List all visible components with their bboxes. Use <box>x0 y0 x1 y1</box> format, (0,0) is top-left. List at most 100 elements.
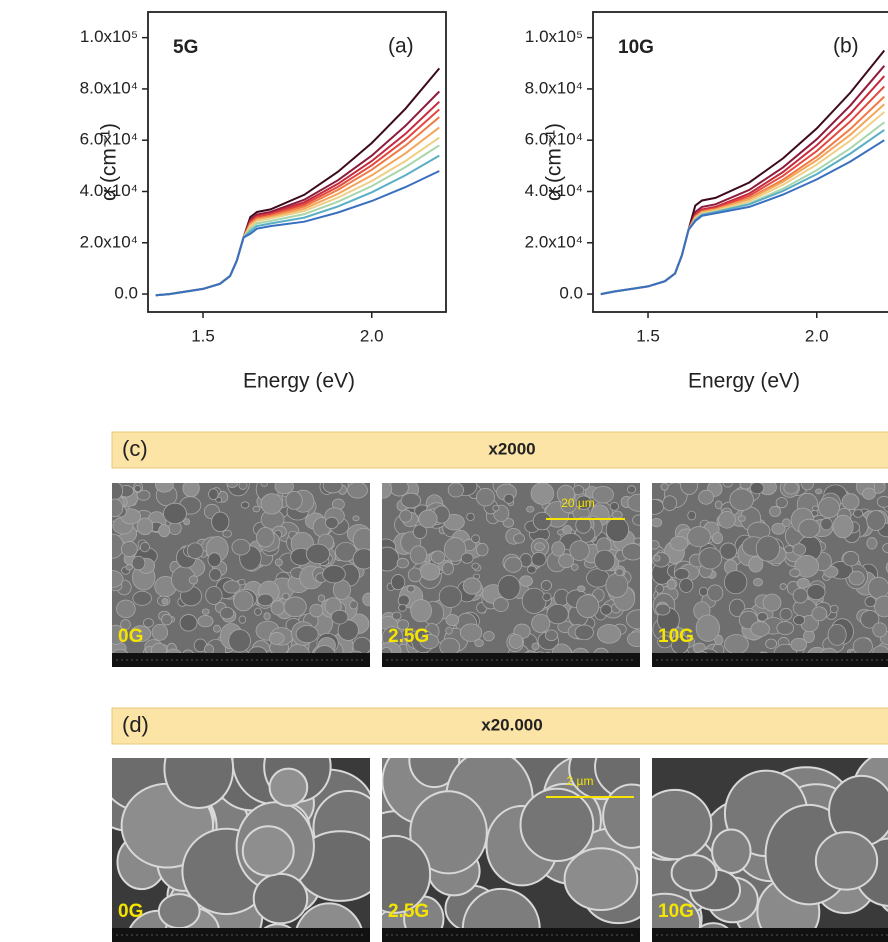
grain <box>817 497 840 519</box>
grain <box>551 541 566 557</box>
grain <box>542 592 552 602</box>
grain <box>653 554 661 562</box>
grain <box>211 511 230 533</box>
grain <box>347 483 368 499</box>
grain <box>563 847 639 912</box>
plot-lines <box>600 49 886 296</box>
grain <box>546 603 569 625</box>
grain <box>882 542 888 554</box>
panel-label: (a) <box>388 35 414 58</box>
grain <box>410 599 432 623</box>
grain <box>842 551 860 567</box>
sample-label: 10G <box>658 626 694 647</box>
grain <box>728 598 746 617</box>
grain <box>188 575 199 585</box>
grain <box>483 630 495 642</box>
grain <box>544 629 558 642</box>
grain <box>233 590 254 612</box>
grain <box>789 568 801 578</box>
grain <box>698 586 709 597</box>
series-line <box>155 154 440 297</box>
grain <box>597 624 622 644</box>
grain <box>409 790 488 875</box>
grain <box>382 483 393 499</box>
grain <box>459 623 483 642</box>
sem-image: 10G <box>652 758 888 942</box>
grain <box>151 623 169 641</box>
grain <box>112 570 124 588</box>
series-line <box>600 111 885 296</box>
grain <box>382 834 432 914</box>
sample-label: 10G <box>618 37 654 58</box>
grain <box>632 514 640 526</box>
sample-label: 0G <box>118 626 143 647</box>
grain <box>504 556 523 573</box>
y-tick-label: 6.0x10⁴ <box>525 130 583 149</box>
plot-frame <box>592 11 888 313</box>
grain <box>257 593 274 607</box>
grain <box>441 561 454 576</box>
grain <box>322 565 346 584</box>
grain <box>325 516 339 529</box>
grain <box>655 603 671 616</box>
x-tick-label: 2.0 <box>805 326 829 345</box>
grain <box>790 637 808 652</box>
grain <box>729 488 754 511</box>
grain <box>749 483 765 495</box>
grain <box>762 593 782 612</box>
grain <box>820 517 833 531</box>
grain <box>723 570 748 595</box>
grain <box>154 483 174 493</box>
y-tick-label: 2.0x10⁴ <box>80 232 138 251</box>
banner <box>111 707 888 745</box>
grain <box>556 484 575 505</box>
grain <box>600 604 613 616</box>
grain <box>476 542 489 557</box>
y-tick-label: 0.0 <box>559 284 583 303</box>
series-line <box>600 85 886 296</box>
grain <box>793 614 806 626</box>
grain <box>679 577 694 593</box>
magnification: x20.000 <box>481 715 542 734</box>
grain <box>120 619 131 631</box>
grain <box>739 483 752 490</box>
grain <box>352 515 360 522</box>
grain <box>575 516 592 534</box>
grain <box>853 509 864 518</box>
grain <box>769 505 782 517</box>
grain <box>698 547 723 570</box>
grain <box>592 485 614 504</box>
panel-label: (b) <box>833 35 859 58</box>
grain <box>569 540 590 561</box>
grain <box>268 632 285 645</box>
grain <box>471 534 480 544</box>
grain <box>570 563 579 571</box>
grain <box>719 542 737 560</box>
grain <box>626 631 640 647</box>
grain <box>615 568 624 577</box>
grain <box>260 493 283 515</box>
grain <box>666 579 677 590</box>
grain <box>852 637 873 656</box>
grain <box>765 638 778 649</box>
y-axis-label: α (cm⁻¹) <box>543 123 566 201</box>
grain <box>513 533 525 544</box>
grain <box>420 563 441 581</box>
grain <box>475 488 495 507</box>
grain <box>792 543 806 556</box>
grain <box>254 607 262 616</box>
y-axis-label: α (cm⁻¹) <box>98 123 121 201</box>
grain <box>282 592 290 600</box>
x-tick-label: 1.5 <box>636 326 660 345</box>
grain <box>521 587 547 614</box>
grain <box>268 767 309 807</box>
grain <box>531 551 547 567</box>
info-strip <box>652 928 888 942</box>
y-tick-label: 6.0x10⁴ <box>80 130 138 149</box>
grain <box>419 634 440 649</box>
grain <box>460 552 474 564</box>
grain <box>771 522 786 535</box>
grain <box>712 531 723 545</box>
grain <box>252 505 260 513</box>
